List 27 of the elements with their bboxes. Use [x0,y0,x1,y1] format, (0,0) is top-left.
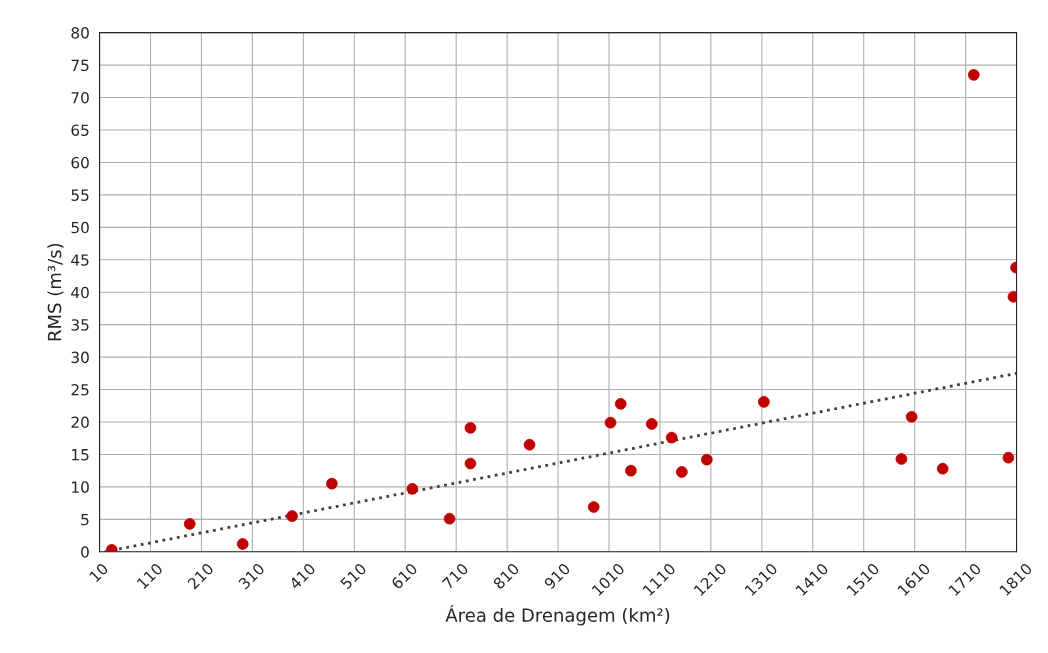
x-tick-label: 510 [339,562,368,590]
y-tick-label: 50 [71,221,89,234]
y-tick-label: 10 [72,481,89,493]
y-tick-label: 45 [71,254,89,266]
y-tick-label: 60 [71,156,89,169]
x-axis-title: Área de Drenagem (km²) [445,605,670,626]
y-tick-label: 15 [72,449,89,461]
x-tick-label: 110 [136,562,164,590]
y-tick-label: 70 [71,92,89,104]
x-tick-label: 310 [237,562,266,590]
y-tick-label: 80 [71,27,89,39]
y-tick-label: 75 [71,59,89,72]
y-tick-label: 20 [71,416,89,429]
y-tick-label: 55 [71,189,89,201]
y-tick-label: 30 [71,351,89,364]
x-tick-label: 810 [492,562,520,590]
y-tick-label: 5 [81,514,89,526]
y-tick-label: 35 [71,319,89,331]
y-tick-label: 25 [71,384,89,396]
x-tick-label: 410 [288,562,317,590]
y-axis-title: RMS (m³/s) [47,243,64,341]
y-tick-label: 0 [81,546,89,558]
x-tick-label: 710 [441,562,469,590]
y-tick-label: 40 [71,286,89,299]
y-tick-label: 65 [71,124,89,137]
x-tick-label: 910 [543,562,571,590]
x-tick-label: 610 [390,562,418,590]
